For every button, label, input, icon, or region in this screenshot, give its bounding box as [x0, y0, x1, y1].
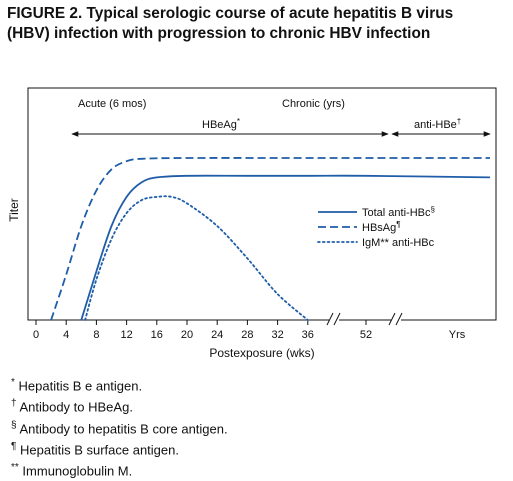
hbeag-span-mark: * — [237, 117, 240, 126]
legend: Total anti-HBc§ HBsAg¶ IgM** anti-HBc — [317, 205, 435, 249]
figure-title-line-2: (HBV) infection with progression to chro… — [7, 25, 431, 42]
x-axis-break-marks — [326, 312, 403, 327]
legend-label-hbsag: HBsAg¶ — [362, 220, 401, 234]
footnote-symbol: * — [11, 377, 15, 388]
x-tick-label: 8 — [93, 329, 99, 341]
x-tick-label: 20 — [181, 329, 193, 341]
legend-text-hbsag: HBsAg — [362, 222, 396, 234]
x-tick-label: 16 — [151, 329, 163, 341]
footnote-symbol: § — [11, 419, 17, 431]
x-axis-break-slash — [333, 312, 341, 326]
x-tick-label: 52 — [360, 329, 372, 341]
footnote-item: * Hepatitis B e antigen. — [11, 374, 501, 395]
x-axis-break-gap — [329, 313, 339, 327]
chart: 0 4 8 12 16 20 24 28 32 36 52 Yrs Postexposure (wks… — [7, 87, 497, 360]
x-axis-break-slash — [326, 312, 334, 326]
footnote-text: Immunoglobulin M. — [22, 463, 133, 479]
series-lines — [50, 157, 491, 321]
footnote-symbol: † — [11, 398, 17, 410]
footnote-item: § Antibody to hepatitis B core antigen. — [11, 417, 501, 438]
x-tick-label: 36 — [302, 329, 314, 341]
x-tick-label: 28 — [241, 329, 253, 341]
figure-title: FIGURE 2. Typical serologic course of ac… — [7, 4, 507, 44]
plot-frame — [27, 87, 497, 321]
x-axis-ticks — [35, 320, 367, 325]
footnote-text: Hepatitis B e antigen. — [18, 378, 143, 394]
legend-mark-hbsag: ¶ — [396, 220, 400, 229]
x-tick-label: 0 — [33, 329, 39, 341]
phase-label-acute: Acute (6 mos) — [78, 98, 146, 110]
y-axis-label: Titer — [7, 198, 21, 222]
legend-label-igm-anti-hbc: IgM** anti-HBc — [362, 237, 435, 249]
footnote-item: ¶ Hepatitis B surface antigen. — [11, 438, 501, 459]
x-axis-break-gap — [391, 313, 401, 327]
x-tick-label: 12 — [120, 329, 132, 341]
anti-hbe-span-label: anti-HBe† — [414, 117, 461, 131]
footnote-text: Hepatitis B surface antigen. — [20, 442, 179, 458]
x-axis-break-slash — [395, 312, 403, 326]
series-line-total-anti-hbc — [80, 174, 491, 321]
anti-hbe-span-mark: † — [457, 117, 461, 126]
series-line-igm-anti-hbc — [84, 195, 309, 321]
x-axis-label: Postexposure (wks) — [209, 346, 314, 360]
anti-hbe-span-text: anti-HBe — [414, 119, 457, 131]
legend-item-igm-anti-hbc: IgM** anti-HBc — [317, 237, 435, 249]
phase-label-chronic: Chronic (yrs) — [282, 98, 345, 110]
footnotes: * Hepatitis B e antigen. † Antibody to H… — [11, 374, 501, 481]
legend-item-hbsag: HBsAg¶ — [318, 220, 401, 234]
footnote-item: ** Immunoglobulin M. — [11, 459, 501, 480]
legend-text-total-anti-hbc: Total anti-HBc — [362, 207, 431, 219]
series-line-hbsag — [50, 157, 490, 321]
footnote-text: Antibody to HBeAg. — [19, 399, 133, 415]
hbeag-span-label: HBeAg* — [202, 117, 240, 131]
x-tick-label: Yrs — [449, 329, 466, 341]
legend-label-total-anti-hbc: Total anti-HBc§ — [362, 205, 435, 219]
footnote-item: † Antibody to HBeAg. — [11, 395, 501, 416]
figure-title-line-1: FIGURE 2. Typical serologic course of ac… — [7, 5, 454, 22]
legend-mark-total-anti-hbc: § — [430, 205, 434, 214]
footnote-symbol: ¶ — [11, 440, 17, 452]
footnote-text: Antibody to hepatitis B core antigen. — [19, 420, 228, 436]
x-tick-label: 24 — [211, 329, 223, 341]
x-axis-tick-labels: 0 4 8 12 16 20 24 28 32 36 52 Yrs — [33, 329, 466, 341]
x-tick-label: 4 — [63, 329, 69, 341]
hbeag-span-text: HBeAg — [202, 119, 237, 131]
x-tick-label: 32 — [271, 329, 283, 341]
x-axis-break-slash — [388, 312, 396, 326]
legend-item-total-anti-hbc: Total anti-HBc§ — [318, 205, 435, 219]
